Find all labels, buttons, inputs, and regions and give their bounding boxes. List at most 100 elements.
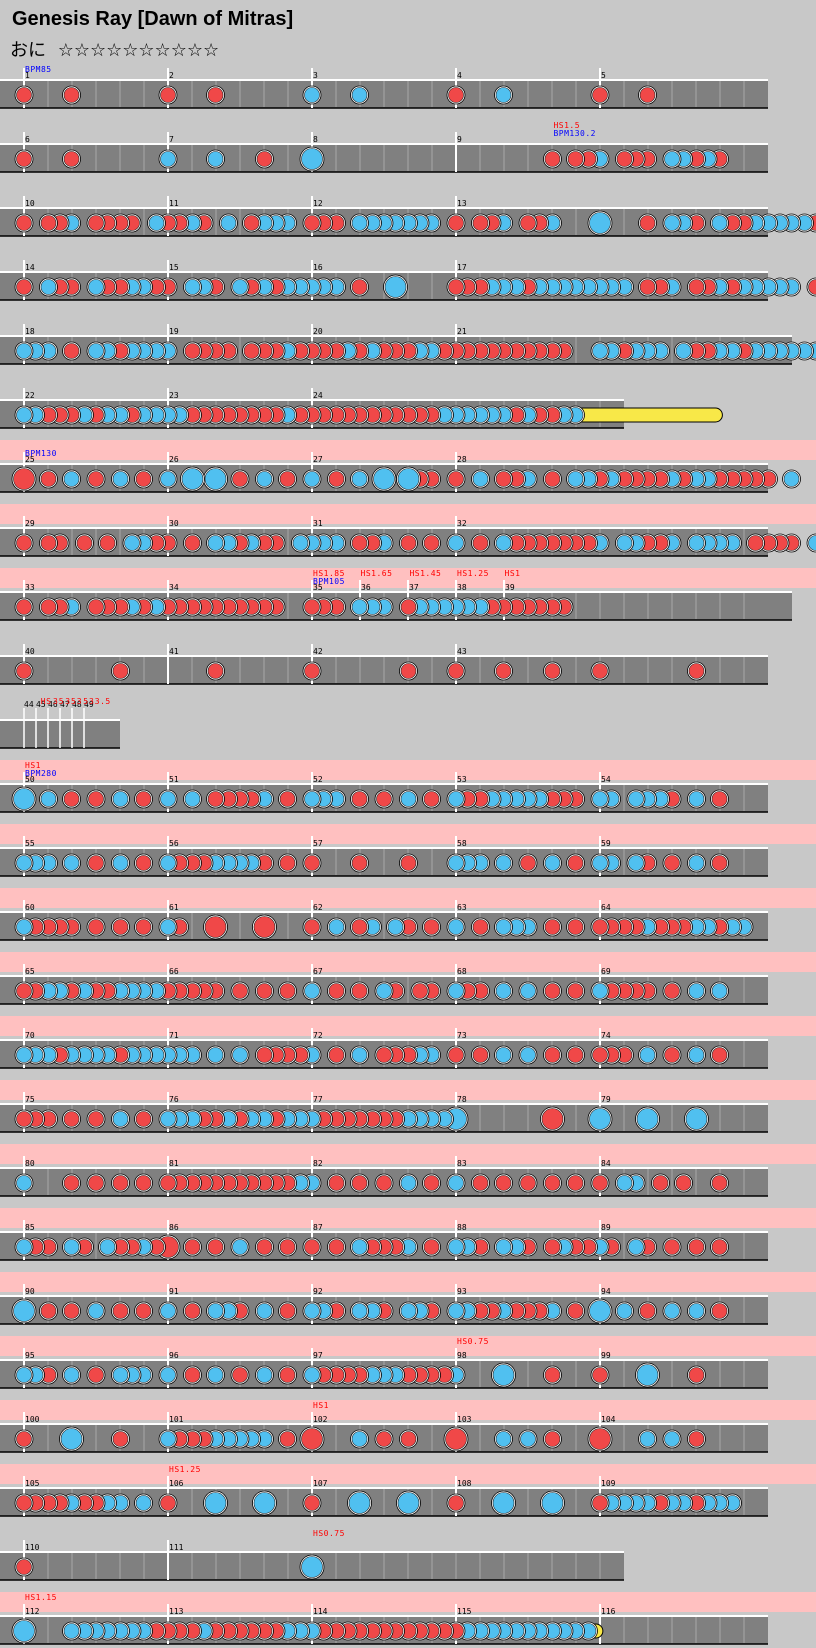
note-face	[256, 1047, 273, 1063]
measure-number: 66	[169, 967, 179, 976]
note-face	[808, 535, 816, 551]
measure-number: 103	[457, 1415, 472, 1424]
measure-number: 34	[169, 583, 179, 592]
measure-number: 97	[313, 1351, 323, 1360]
note-face	[589, 1428, 611, 1450]
note-face	[99, 1239, 116, 1255]
measure-number: 40	[25, 647, 35, 656]
note-face	[88, 343, 104, 359]
chart-row: 65 66 67 68 69	[0, 952, 816, 1005]
note-face	[412, 983, 428, 999]
drumroll-note	[575, 407, 723, 423]
gogo-band	[0, 1272, 816, 1292]
measure-number: 71	[169, 1031, 179, 1040]
note-face	[495, 1047, 512, 1063]
note-face	[184, 1239, 201, 1255]
measure-number: 1	[25, 71, 30, 80]
chart-row: 29 30 31 32	[0, 504, 816, 557]
measure-number: 88	[457, 1223, 467, 1232]
measure-number: 89	[601, 1223, 611, 1232]
note-face	[243, 215, 260, 231]
note-face	[675, 343, 692, 359]
note-face	[243, 343, 260, 359]
note-face	[16, 919, 32, 935]
note-face	[445, 1428, 467, 1450]
measure-number: 87	[313, 1223, 323, 1232]
measure-number: 100	[25, 1415, 40, 1424]
note-face	[373, 468, 395, 490]
measure-number: 18	[25, 327, 35, 336]
note-face	[472, 1047, 489, 1063]
note-face	[376, 791, 392, 807]
note-face	[589, 1300, 611, 1322]
note-face	[520, 215, 536, 231]
measure-number: 115	[457, 1607, 472, 1616]
note-face	[567, 983, 584, 999]
scroll-event-label: HS1.5	[553, 121, 580, 130]
measure-number: 27	[313, 455, 323, 464]
measure-number: 116	[601, 1607, 616, 1616]
note-face	[592, 663, 608, 679]
note-face	[207, 1367, 224, 1383]
note-face	[400, 535, 417, 551]
scroll-event-label: BPM280	[25, 769, 57, 778]
measure-number: 31	[313, 519, 323, 528]
measure-number: 94	[601, 1287, 611, 1296]
note-face	[207, 663, 224, 679]
measure-number: 42	[313, 647, 323, 656]
scroll-event-label: HS1.85	[313, 569, 345, 578]
gogo-band	[0, 1464, 816, 1484]
note-face	[495, 1175, 512, 1191]
measure-number: 10	[25, 199, 35, 208]
note-face	[544, 1175, 561, 1191]
note-face	[160, 855, 176, 871]
measure-number: 92	[313, 1287, 323, 1296]
measure-number: 59	[601, 839, 611, 848]
note-face	[351, 1431, 368, 1447]
note-face	[207, 1239, 224, 1255]
note-face	[400, 599, 417, 615]
note-face	[688, 1367, 705, 1383]
measure-number: 69	[601, 967, 611, 976]
note-face	[279, 983, 296, 999]
note-face	[88, 791, 104, 807]
measure-number: 101	[169, 1415, 184, 1424]
note-face	[423, 791, 440, 807]
chart-row: 70 71 72 73 74	[0, 1016, 816, 1069]
note-face	[184, 279, 201, 295]
note-face	[160, 151, 176, 167]
note-face	[13, 1620, 35, 1642]
note-face	[16, 1111, 32, 1127]
note-face	[639, 279, 656, 295]
note-face	[384, 276, 407, 298]
note-face	[448, 983, 464, 999]
measure-number: 47	[60, 700, 70, 709]
note-face	[16, 1495, 32, 1511]
note-face	[160, 1495, 176, 1511]
note-face	[688, 855, 705, 871]
note-face	[544, 855, 561, 871]
note-face	[397, 468, 420, 490]
measure-number: 13	[457, 199, 467, 208]
note-face	[688, 279, 705, 295]
note-face	[40, 791, 57, 807]
note-face	[567, 919, 584, 935]
measure-number: 108	[457, 1479, 472, 1488]
note-face	[448, 471, 464, 487]
measure-number: 12	[313, 199, 323, 208]
note-face	[160, 1175, 176, 1191]
measure-number: 70	[25, 1031, 35, 1040]
measure-number: 56	[169, 839, 179, 848]
note-face	[112, 663, 129, 679]
song-title: Genesis Ray [Dawn of Mitras]	[12, 8, 294, 30]
note-face	[711, 1239, 728, 1255]
note-face	[232, 279, 248, 295]
note-face	[304, 1495, 320, 1511]
note-face	[544, 1367, 561, 1383]
note-face	[544, 983, 561, 999]
scroll-event-label: BPM85	[25, 65, 52, 74]
note-face	[520, 1175, 536, 1191]
note-face	[448, 535, 464, 551]
note-face	[13, 1300, 35, 1322]
note-face	[304, 215, 320, 231]
